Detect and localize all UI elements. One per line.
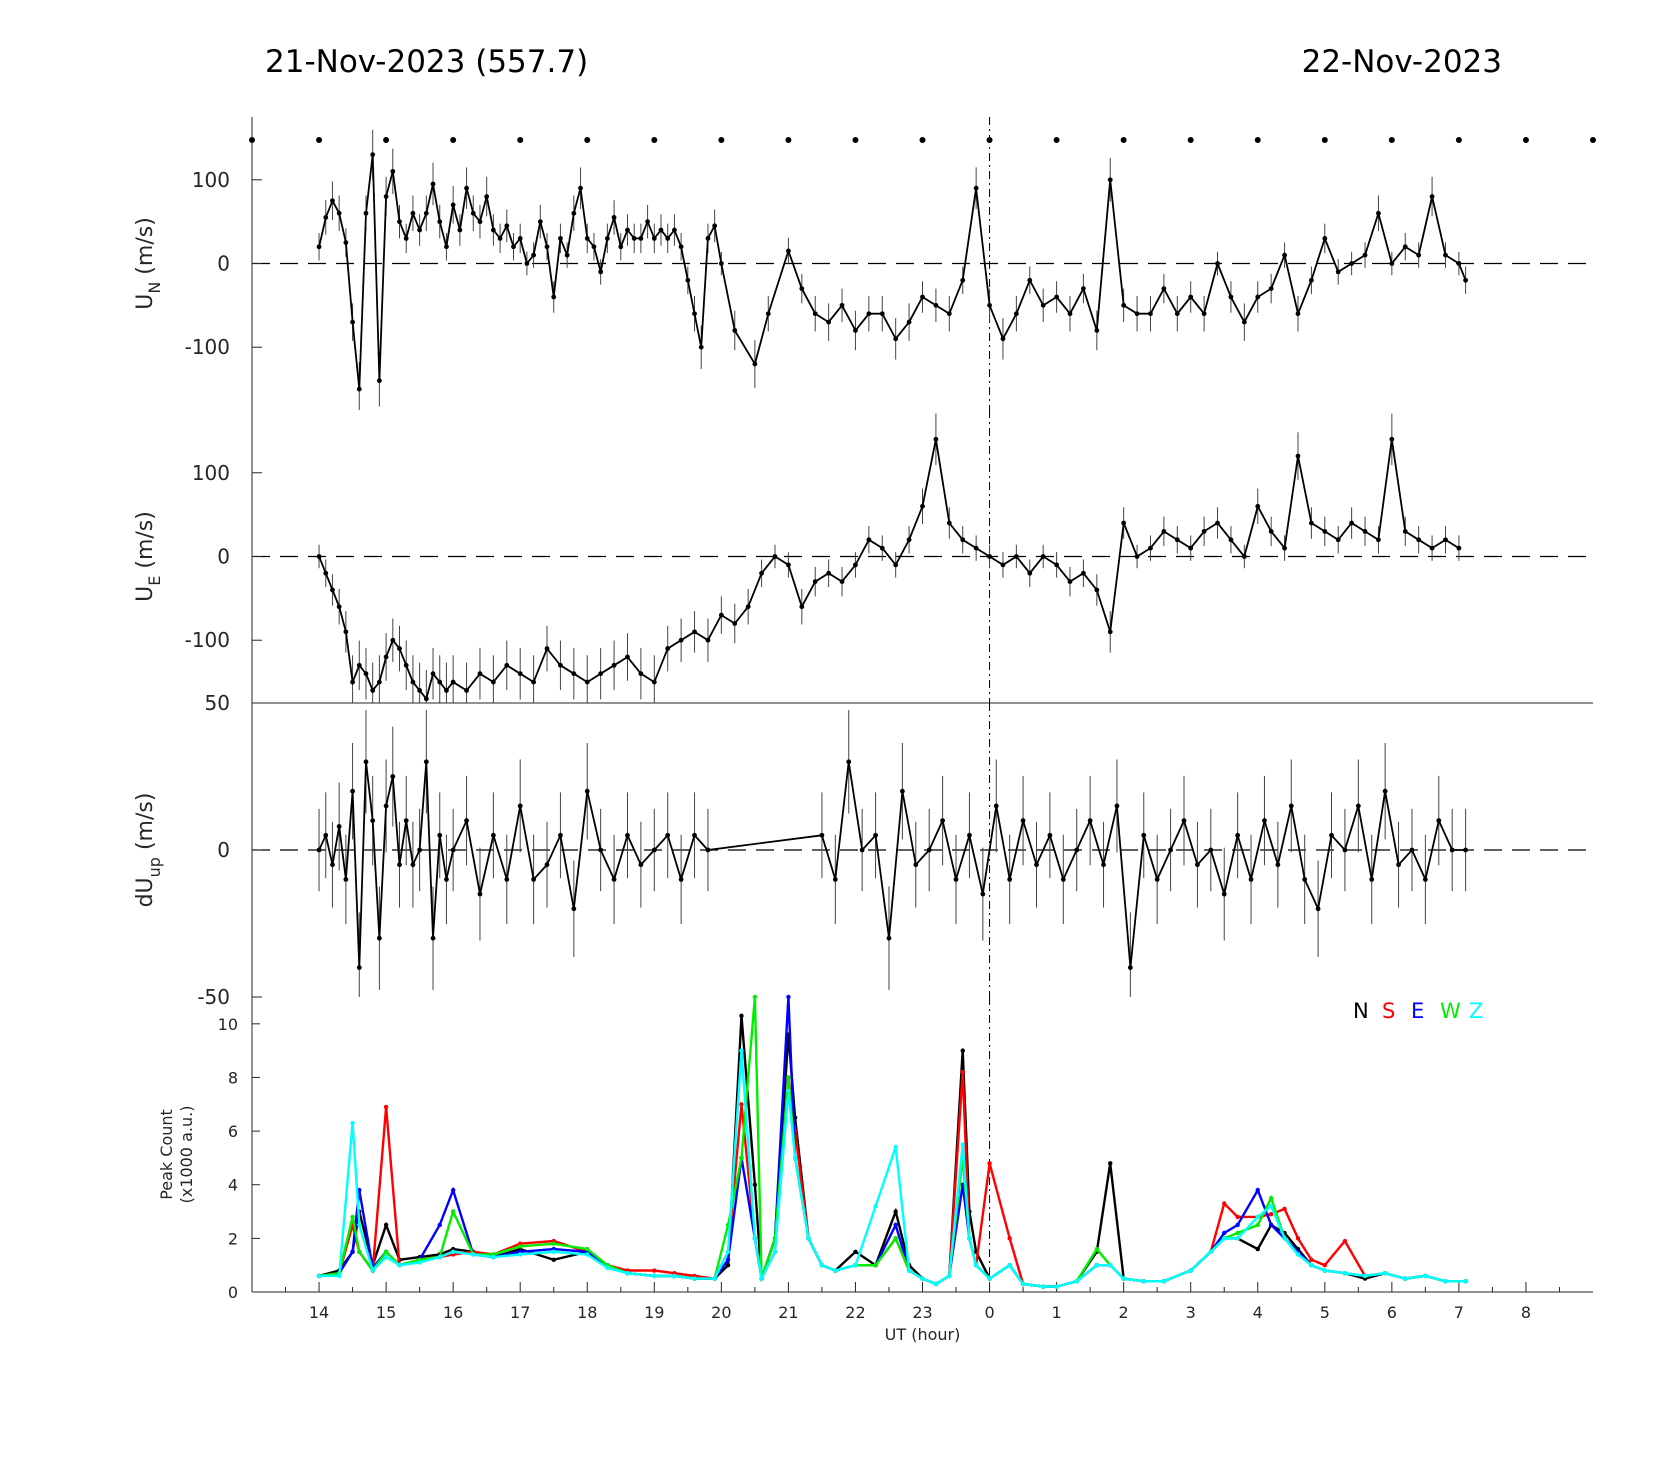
y-tick-label: 0: [217, 838, 230, 862]
x-tick-label: 6: [1387, 1303, 1397, 1322]
y-tick-label: 100: [192, 168, 230, 192]
hour-marker-dot: [1321, 137, 1328, 143]
y-tick-label: 100: [192, 461, 230, 485]
x-axis-label: UT (hour): [885, 1325, 961, 1344]
x-tick-label: 23: [912, 1303, 932, 1322]
y-tick-label: -50: [197, 985, 230, 1009]
hour-marker-dot: [316, 137, 323, 143]
y-axis-label: dUup (m/s): [133, 793, 164, 908]
hour-marker-dot: [1522, 137, 1529, 143]
y-tick-label: 6: [228, 1122, 238, 1141]
x-tick-label: 18: [577, 1303, 597, 1322]
hour-marker-dot: [1053, 137, 1060, 143]
x-tick-label: 3: [1186, 1303, 1196, 1322]
x-tick-label: 2: [1119, 1303, 1129, 1322]
y-tick-label: 10: [218, 1015, 238, 1034]
x-tick-label: 1: [1052, 1303, 1062, 1322]
x-tick-label: 0: [984, 1303, 994, 1322]
y-tick-label: 50: [205, 691, 230, 715]
y-tick-label: 4: [228, 1176, 238, 1195]
x-tick-label: 22: [845, 1303, 865, 1322]
x-tick-label: 20: [711, 1303, 731, 1322]
hour-marker-dot: [450, 137, 457, 143]
left-date-title: 21-Nov-2023 (557.7): [265, 44, 589, 80]
hour-marker-dot: [718, 137, 725, 143]
north-wind-panel: 100 0 -100 UN (m/s): [133, 117, 1596, 410]
x-tick-label: 7: [1454, 1303, 1464, 1322]
x-tick-label: 21: [778, 1303, 798, 1322]
y-tick-label: 2: [228, 1229, 238, 1248]
y-tick-label: 0: [217, 545, 230, 569]
y-axis-label: UE (m/s): [133, 511, 164, 602]
hour-marker-dot: [1388, 137, 1395, 143]
hour-marker-dot: [919, 137, 926, 143]
vertical-wind-panel: 50 0 -50 dUup (m/s): [133, 691, 1593, 1009]
y-axis-label-units: (x1000 a.u.): [177, 1106, 196, 1204]
x-tick-label: 15: [376, 1303, 396, 1322]
x-tick-label: 17: [510, 1303, 530, 1322]
hour-marker-dot: [852, 137, 859, 143]
series-line: [318, 761, 1466, 968]
x-tick-label: 8: [1521, 1303, 1531, 1322]
hour-marker-dot: [383, 137, 390, 143]
x-tick-label: 16: [443, 1303, 463, 1322]
east-wind-panel: 100 0 -100 UE (m/s): [133, 410, 1593, 703]
hour-marker-dot: [785, 137, 792, 143]
y-axis-label: UN (m/s): [133, 217, 164, 310]
hour-marker-dot: [1455, 137, 1462, 143]
y-tick-label: -100: [185, 335, 230, 359]
x-tick-label: 19: [644, 1303, 664, 1322]
series-line-Z: [319, 1050, 1466, 1288]
legend-label-N: N: [1353, 999, 1369, 1023]
hour-marker-dot: [517, 137, 524, 143]
y-tick-label: 8: [228, 1068, 238, 1087]
hour-marker-dot: [1254, 137, 1261, 143]
x-tick-label: 14: [309, 1303, 329, 1322]
hour-marker-dot: [1590, 137, 1596, 143]
hour-marker-dot: [651, 137, 658, 143]
hour-marker-dot: [584, 137, 591, 143]
hour-marker-dot: [1120, 137, 1127, 143]
legend-label-S: S: [1382, 999, 1395, 1023]
legend-label-W: W: [1440, 999, 1461, 1023]
y-tick-label: -100: [185, 628, 230, 652]
series-line: [318, 439, 1460, 701]
x-tick-label: 4: [1253, 1303, 1263, 1322]
hour-marker-dot: [249, 137, 255, 143]
hour-marker-dot: [986, 137, 993, 143]
legend-label-E: E: [1411, 999, 1424, 1023]
right-date-title: 22-Nov-2023: [1301, 44, 1502, 80]
series-line: [318, 154, 1467, 390]
hour-marker-dot: [1187, 137, 1194, 143]
y-tick-label: 0: [228, 1283, 238, 1302]
data-point: [1463, 847, 1469, 853]
y-tick-label: 0: [217, 252, 230, 276]
legend-label-Z: Z: [1469, 999, 1483, 1023]
x-tick-label: 5: [1320, 1303, 1330, 1322]
y-axis-label: Peak Count: [157, 1109, 176, 1200]
